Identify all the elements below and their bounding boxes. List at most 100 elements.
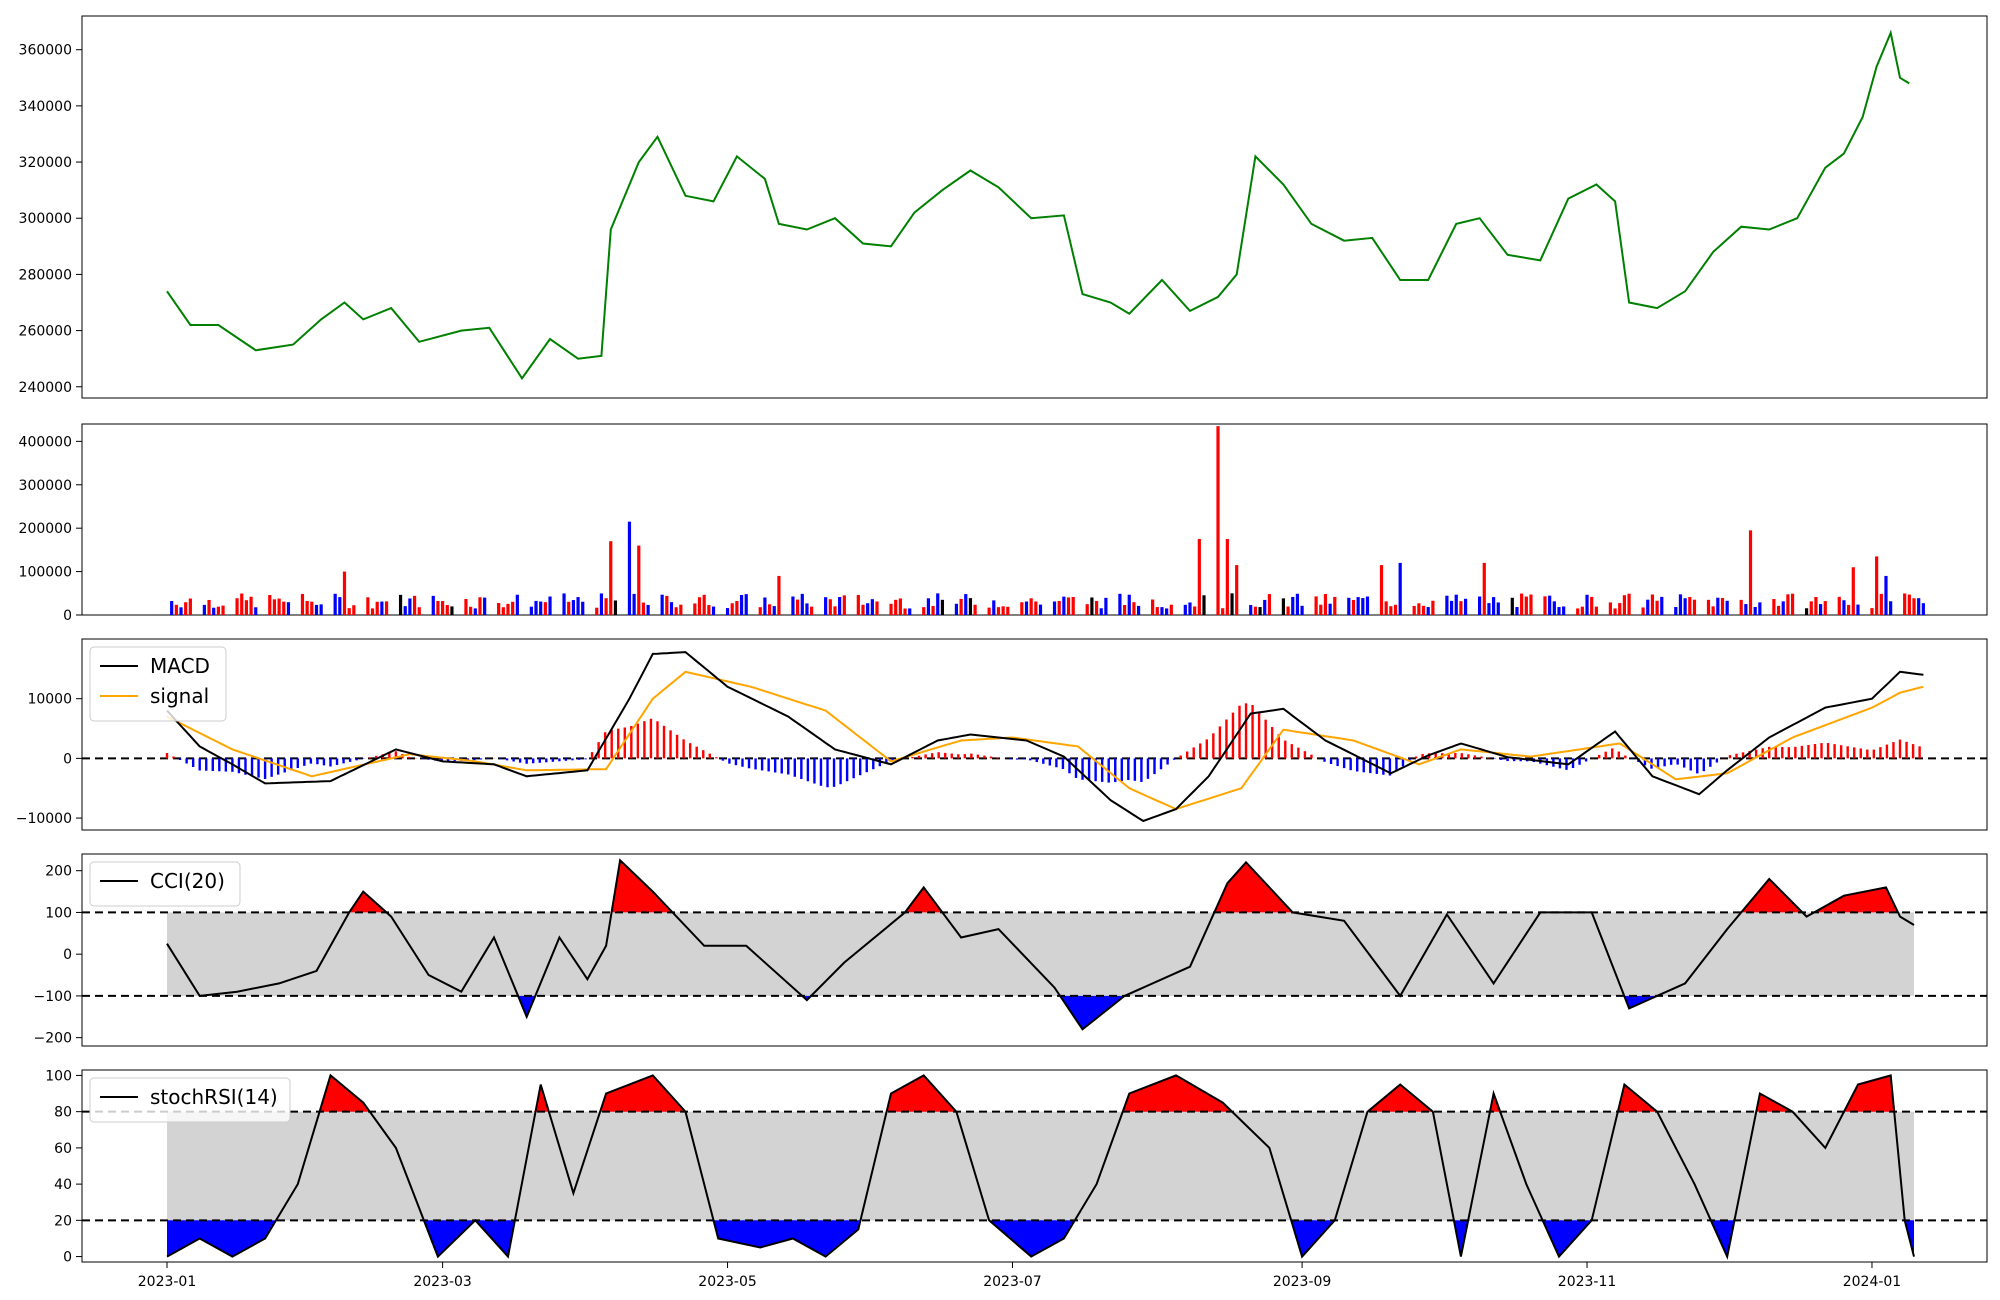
macd-hist-bar [1231,712,1235,759]
volume-bar [254,607,258,615]
macd-hist-bar [1447,753,1450,759]
volume-bar [338,597,342,615]
cci-line [166,858,1915,1031]
macd-hist-bar [394,751,398,759]
macd-hist-bar [656,721,659,759]
macd-hist-bar [630,725,633,759]
macd-hist-bar [1754,749,1758,759]
macd-hist-bar [989,756,993,759]
volume-bar [1842,600,1846,615]
macd-hist-bar [165,753,169,759]
volume-bar [1183,604,1187,615]
volume-bar [1875,556,1879,615]
volume-bar [1557,607,1561,615]
volume-bar [380,601,384,615]
volume-bar [305,600,309,615]
cci-legend-box [89,861,241,907]
volume-bar [1421,605,1426,615]
macd-hist-bar [1172,758,1176,760]
volume-bar [1552,601,1556,615]
volume-bar [758,607,762,615]
cci-ytick-label: 100 [45,905,72,921]
volume-bar [889,603,893,615]
macd-hist-bar [1506,758,1509,762]
macd-hist-bar [1022,758,1025,760]
volume-bar [1823,601,1827,615]
macd-hist-bar [649,718,653,759]
volume-bar [1155,607,1159,615]
volume-bar [1202,595,1206,615]
volume-bar [1678,594,1683,615]
volume-bar [996,607,1001,615]
volume-bar [632,593,636,615]
macd-ytick-label: 10000 [27,692,72,708]
volume-bar [1655,600,1659,615]
volume-bar [1692,599,1697,615]
macd-hist-bar [617,728,620,759]
macd-hist-bar [937,752,940,759]
macd-hist-bar [813,758,816,784]
volume-bar [170,601,174,615]
macd-hist-bar [263,758,267,780]
stochrsi-ytick-label: 20 [54,1213,72,1229]
volume-bar [1879,593,1883,615]
volume-bar [473,608,477,615]
volume-bar [1104,597,1108,615]
macd-hist-bar [1768,746,1771,759]
macd-hist-bar [479,758,483,760]
macd-hist-bar [787,758,790,775]
volume-bar [1744,604,1748,615]
volume-bar [1052,601,1057,615]
x-tick-label: 2023-07 [983,1274,1042,1290]
volume-bar [777,575,781,615]
macd-hist-bar [1689,758,1692,771]
macd-hist-bar [1244,703,1248,759]
macd-hist-bar [721,758,725,761]
macd-hist-bar [1297,747,1300,759]
volume-bar [1230,593,1234,615]
macd-hist-bar [375,755,378,759]
macd-hist-bar [702,750,705,759]
macd-frame [81,638,1988,831]
volume-bar [1024,601,1029,615]
volume-bar [697,597,702,615]
macd-hist-bar [859,758,862,776]
macd-panel: −10000 0 10000 MACD signal [16,638,1988,831]
price-line [166,29,1910,381]
macd-hist-bar [1486,757,1490,759]
macd-hist-bar [1454,753,1457,759]
macd-hist-bar [388,752,391,759]
macd-hist-bar [662,725,666,759]
macd-hist-bar [819,758,823,786]
volume-bar [679,604,683,615]
volume-bar [240,593,244,615]
macd-hist-bar [316,758,319,765]
volume-bar [464,599,468,615]
volume-bar [1706,599,1711,615]
volume-bar [469,606,473,615]
macd-hist-bar [499,758,502,760]
macd-hist-bar [1643,758,1647,766]
macd-hist-bar [447,758,450,762]
volume-bar [1496,602,1500,615]
macd-hist-bar [276,758,280,775]
macd-hist-bar [1212,733,1215,759]
macd-hist-bar [1833,744,1836,759]
macd-hist-bar [1826,743,1830,759]
volume-bar [567,601,571,615]
volume-bar [1463,598,1468,615]
volume-bar [730,603,734,615]
stochrsi-ytick-label: 60 [54,1141,72,1157]
volume-ytick-label: 300000 [19,478,72,494]
macd-hist-bar [584,758,587,760]
volume-bar [1258,607,1262,615]
volume-bar [1291,596,1295,615]
macd-hist-bar [1846,746,1849,759]
volume-bar [1365,596,1370,615]
volume-bar [964,594,968,615]
volume-bar [1188,602,1192,615]
macd-hist-bar [1179,755,1182,759]
volume-bar [669,602,674,615]
macd-hist-bar [1512,758,1516,762]
macd-hist-bar [290,758,293,771]
